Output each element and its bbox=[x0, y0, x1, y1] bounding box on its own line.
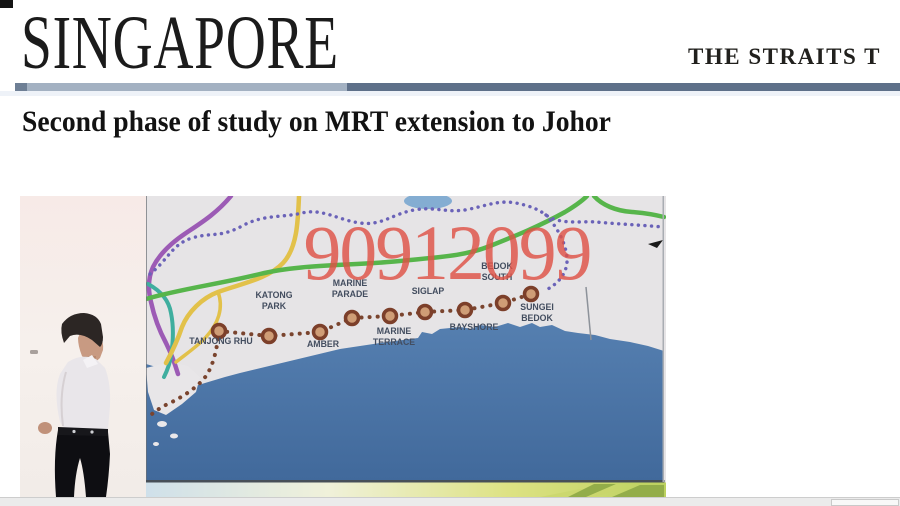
downtown-dotted-line bbox=[148, 200, 665, 276]
yellow-line-branch bbox=[174, 290, 223, 364]
brand-logo: THE STRAITS T bbox=[688, 44, 881, 69]
islet bbox=[157, 421, 167, 427]
photo-scene bbox=[20, 196, 666, 497]
rule-underglow bbox=[0, 91, 900, 96]
east-coast-dotted-tail bbox=[150, 329, 221, 416]
station-marker-siglap bbox=[416, 303, 434, 321]
corner-chip bbox=[0, 0, 13, 8]
station-marker-katong-park bbox=[260, 327, 278, 345]
station-marker-sungei-bedok bbox=[522, 285, 540, 303]
station-marker-amber bbox=[311, 323, 329, 341]
green-line bbox=[143, 196, 590, 302]
screen-bottom-edge bbox=[144, 480, 665, 483]
section-title: SINGAPORE bbox=[21, 1, 339, 85]
floor bbox=[146, 482, 666, 497]
station-marker-tanjong-rhu bbox=[210, 322, 228, 340]
wall-switch bbox=[30, 350, 38, 354]
floor-stripe-dark bbox=[612, 485, 664, 497]
man-collar bbox=[83, 355, 98, 368]
rule-cap bbox=[15, 83, 27, 91]
man-shirt bbox=[56, 356, 111, 434]
man-belt bbox=[58, 427, 108, 436]
downtown-dotted-branch bbox=[542, 213, 569, 293]
station-label-bedok-south: BEDOK SOUTH bbox=[481, 261, 513, 283]
islet bbox=[170, 433, 178, 439]
masthead-rule bbox=[0, 83, 900, 91]
bottom-bar bbox=[0, 497, 900, 506]
peninsula bbox=[146, 362, 200, 415]
station-label-amber: AMBER bbox=[306, 339, 340, 350]
station-label-sungei-bedok: SUNGEI BEDOK bbox=[520, 302, 554, 324]
east-coast-dotted-line bbox=[217, 292, 533, 339]
article-photo: TANJONG RHU KATONG PARK AMBER MARINE PAR… bbox=[20, 196, 666, 497]
screen-right-edge bbox=[662, 196, 664, 482]
belt-stud bbox=[72, 429, 76, 434]
jetty bbox=[585, 286, 592, 341]
green-line-branch bbox=[591, 196, 666, 220]
floor-stripe-dark bbox=[568, 484, 616, 497]
man-shirt-shading bbox=[60, 371, 67, 427]
station-marker-marine-parade bbox=[343, 309, 361, 327]
man-hand bbox=[38, 422, 52, 434]
islet bbox=[153, 442, 159, 446]
belt-stud bbox=[90, 430, 94, 434]
station-label-siglap: SIGLAP bbox=[411, 286, 445, 297]
man-figure bbox=[38, 313, 111, 497]
sea bbox=[146, 323, 664, 481]
pointer-mark bbox=[648, 240, 663, 248]
station-markers bbox=[210, 285, 540, 345]
station-label-bayshore: BAYSHORE bbox=[449, 322, 499, 333]
station-label-tanjong-rhu: TANJONG RHU bbox=[189, 336, 253, 347]
rule-dark-segment bbox=[347, 83, 900, 91]
scrollbar-thumb[interactable] bbox=[831, 499, 899, 506]
man-hair bbox=[61, 313, 103, 347]
station-marker-bayshore bbox=[456, 301, 474, 319]
station-label-marine-parade: MARINE PARADE bbox=[331, 278, 369, 300]
rule-light-segment bbox=[27, 83, 347, 91]
station-label-marine-terrace: MARINE TERRACE bbox=[372, 326, 416, 348]
headline: Second phase of study on MRT extension t… bbox=[22, 105, 611, 138]
station-marker-bedok-south bbox=[494, 294, 512, 312]
watermark: 90912099 bbox=[303, 209, 592, 296]
station-label-katong-park: KATONG PARK bbox=[255, 290, 293, 312]
transit-lines bbox=[143, 196, 666, 416]
reservoir bbox=[404, 196, 452, 209]
station-marker-marine-terrace bbox=[381, 307, 399, 325]
man-trousers bbox=[54, 430, 110, 497]
